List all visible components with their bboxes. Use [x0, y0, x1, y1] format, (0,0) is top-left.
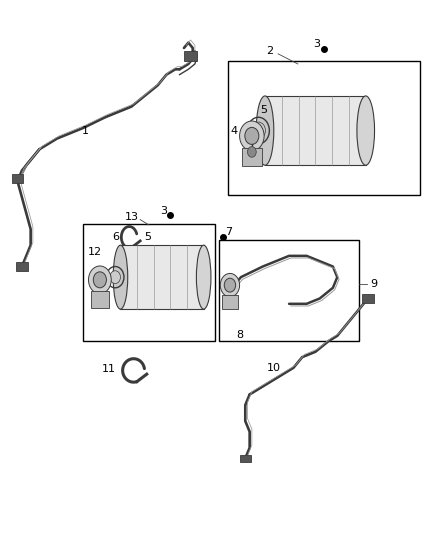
- Text: 8: 8: [236, 330, 243, 340]
- Text: 2: 2: [266, 46, 273, 55]
- Bar: [242, 148, 261, 166]
- Bar: [83, 224, 215, 341]
- Text: 3: 3: [160, 206, 167, 215]
- Ellipse shape: [256, 96, 274, 165]
- Ellipse shape: [196, 245, 211, 309]
- Circle shape: [240, 121, 264, 151]
- Text: 13: 13: [124, 212, 138, 222]
- Bar: [120, 245, 204, 309]
- Circle shape: [93, 272, 106, 288]
- Text: 11: 11: [102, 365, 116, 374]
- Text: 12: 12: [88, 247, 102, 256]
- Text: 5: 5: [145, 232, 152, 242]
- Circle shape: [110, 271, 120, 284]
- Text: 1: 1: [82, 126, 89, 135]
- Bar: [91, 291, 109, 308]
- Bar: [362, 294, 374, 303]
- Bar: [219, 240, 359, 341]
- Text: 6: 6: [113, 232, 120, 242]
- Circle shape: [245, 127, 259, 144]
- Text: 4: 4: [231, 126, 238, 135]
- Text: 9: 9: [370, 279, 377, 288]
- Circle shape: [247, 147, 256, 157]
- Text: 3: 3: [314, 39, 321, 49]
- Bar: [265, 96, 366, 165]
- Bar: [12, 174, 23, 183]
- Circle shape: [220, 273, 240, 297]
- Text: 7: 7: [225, 228, 232, 237]
- Bar: [184, 51, 197, 61]
- Bar: [222, 295, 238, 309]
- Circle shape: [224, 278, 236, 292]
- Bar: [228, 61, 420, 195]
- Ellipse shape: [357, 96, 374, 165]
- Circle shape: [88, 266, 111, 294]
- Bar: [240, 455, 251, 462]
- Bar: [16, 262, 28, 271]
- Ellipse shape: [113, 245, 128, 309]
- Text: 10: 10: [267, 363, 281, 373]
- Circle shape: [251, 122, 265, 139]
- Text: 5: 5: [260, 106, 267, 115]
